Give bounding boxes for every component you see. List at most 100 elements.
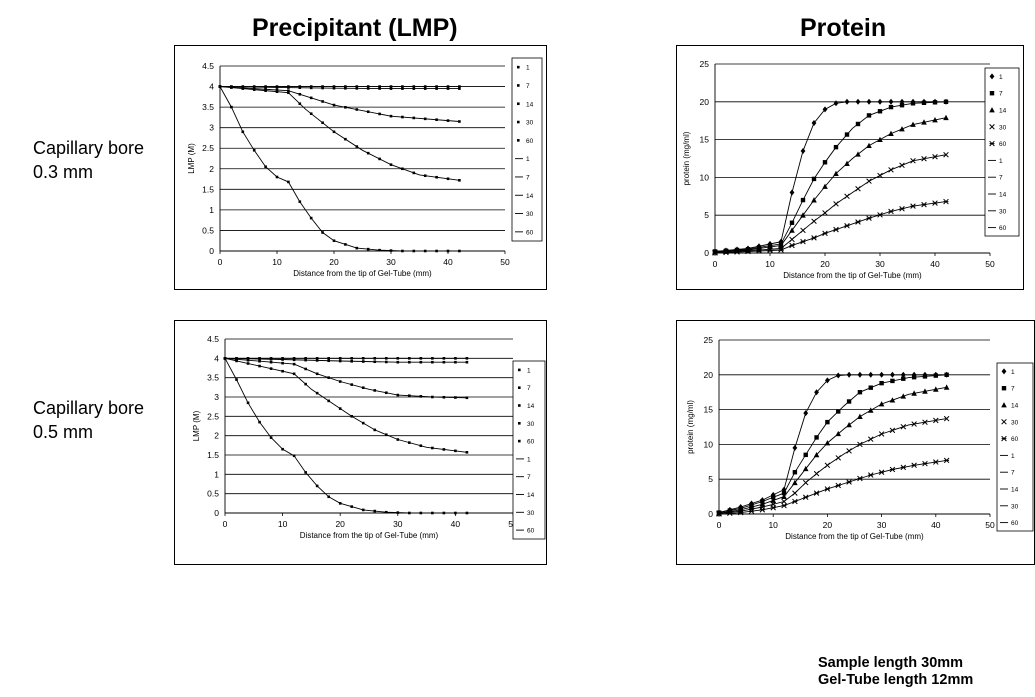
data-point xyxy=(408,360,411,364)
data-point xyxy=(855,98,861,105)
data-point xyxy=(932,117,938,123)
legend-marker xyxy=(518,422,521,425)
data-point xyxy=(355,85,359,88)
data-point xyxy=(877,172,883,179)
data-point xyxy=(932,100,938,105)
x-tick-label: 50 xyxy=(500,257,510,267)
data-point xyxy=(252,88,256,91)
series-line-7 xyxy=(714,101,947,252)
data-point xyxy=(833,170,839,177)
data-point xyxy=(899,103,905,108)
y-tick-label: 10 xyxy=(704,439,714,449)
data-point xyxy=(910,121,916,127)
data-point xyxy=(943,151,949,158)
y-tick-label: 20 xyxy=(704,370,714,380)
legend-label: 60 xyxy=(1011,520,1019,527)
data-point xyxy=(321,85,324,88)
data-point xyxy=(789,227,795,233)
legend-marker xyxy=(1001,419,1007,425)
data-point xyxy=(888,167,894,173)
data-point xyxy=(781,486,787,493)
data-point xyxy=(304,357,307,360)
data-point xyxy=(933,373,938,378)
data-point xyxy=(454,511,457,515)
data-point xyxy=(419,357,423,360)
legend-label: 14 xyxy=(526,193,534,200)
series-60 xyxy=(223,357,469,515)
data-point xyxy=(423,87,427,90)
data-point xyxy=(813,451,820,458)
data-point xyxy=(833,201,839,207)
series-30 xyxy=(223,357,469,454)
data-point xyxy=(855,151,861,157)
x-axis-title: Distance from the tip of Gel-Tube (mm) xyxy=(293,269,432,278)
data-point xyxy=(269,357,273,361)
data-point xyxy=(745,247,751,254)
legend: 1 7 14 30 60 1 7 14 30 60 xyxy=(984,67,1020,237)
legend-box xyxy=(984,67,1020,237)
data-point xyxy=(338,380,342,383)
data-point xyxy=(408,441,411,444)
y-axis-title: protein (mg/ml) xyxy=(686,400,695,454)
data-point xyxy=(281,369,284,373)
data-point xyxy=(888,104,894,110)
data-point xyxy=(778,247,784,253)
data-point xyxy=(309,96,313,100)
x-tick-label: 0 xyxy=(223,519,228,529)
legend-label: 30 xyxy=(527,421,535,428)
data-point xyxy=(442,357,446,360)
data-point xyxy=(844,98,850,105)
legend-label: 7 xyxy=(999,91,1003,98)
data-point xyxy=(811,218,817,225)
data-point xyxy=(846,479,852,485)
data-point xyxy=(822,183,828,189)
legend-label: 1 xyxy=(527,456,531,463)
series-60 xyxy=(218,85,461,253)
data-point xyxy=(350,359,354,363)
y-tick-label: 2.5 xyxy=(202,143,214,153)
x-tick-label: 20 xyxy=(823,520,833,530)
data-point xyxy=(811,197,817,203)
data-point xyxy=(350,415,354,418)
data-point xyxy=(355,108,359,111)
sample-note: Sample length 30mm Gel-Tube length 12mm xyxy=(818,655,973,689)
data-point xyxy=(778,238,784,245)
data-point xyxy=(431,446,434,450)
data-point xyxy=(327,359,330,363)
series-line-30 xyxy=(219,86,460,181)
data-point xyxy=(321,121,324,125)
legend-marker xyxy=(518,439,521,443)
y-tick-label: 1 xyxy=(214,469,219,479)
legend-label: 60 xyxy=(527,528,535,535)
data-point xyxy=(264,165,267,169)
data-point xyxy=(878,469,885,475)
data-point xyxy=(327,376,330,379)
series-line-14 xyxy=(219,86,460,122)
data-point xyxy=(855,185,861,192)
data-point xyxy=(910,203,916,209)
data-point xyxy=(344,85,347,88)
data-point xyxy=(844,193,850,200)
data-point xyxy=(332,239,336,243)
data-point xyxy=(921,100,927,106)
data-point xyxy=(770,497,776,503)
data-point xyxy=(723,249,729,256)
y-tick-label: 5 xyxy=(708,474,713,484)
x-tick-label: 10 xyxy=(765,259,775,269)
y-tick-label: 0.5 xyxy=(207,489,219,499)
data-point xyxy=(857,441,863,448)
data-point xyxy=(857,413,863,419)
data-point xyxy=(866,215,872,221)
legend-label: 1 xyxy=(526,156,530,163)
data-point xyxy=(877,136,883,142)
legend-label: 30 xyxy=(999,208,1007,215)
data-point xyxy=(933,386,939,392)
x-tick-label: 50 xyxy=(985,259,995,269)
data-point xyxy=(344,243,347,246)
chart-svg: 0 0.5 1 1.5 2 2.5 3 3.5 4 4.5 0 10 20 30 40 50 Distance … xyxy=(187,57,543,278)
data-point xyxy=(431,360,434,364)
y-tick-label: 4.5 xyxy=(207,334,219,344)
data-point xyxy=(932,200,938,206)
data-point xyxy=(401,87,404,90)
data-point xyxy=(465,360,469,364)
